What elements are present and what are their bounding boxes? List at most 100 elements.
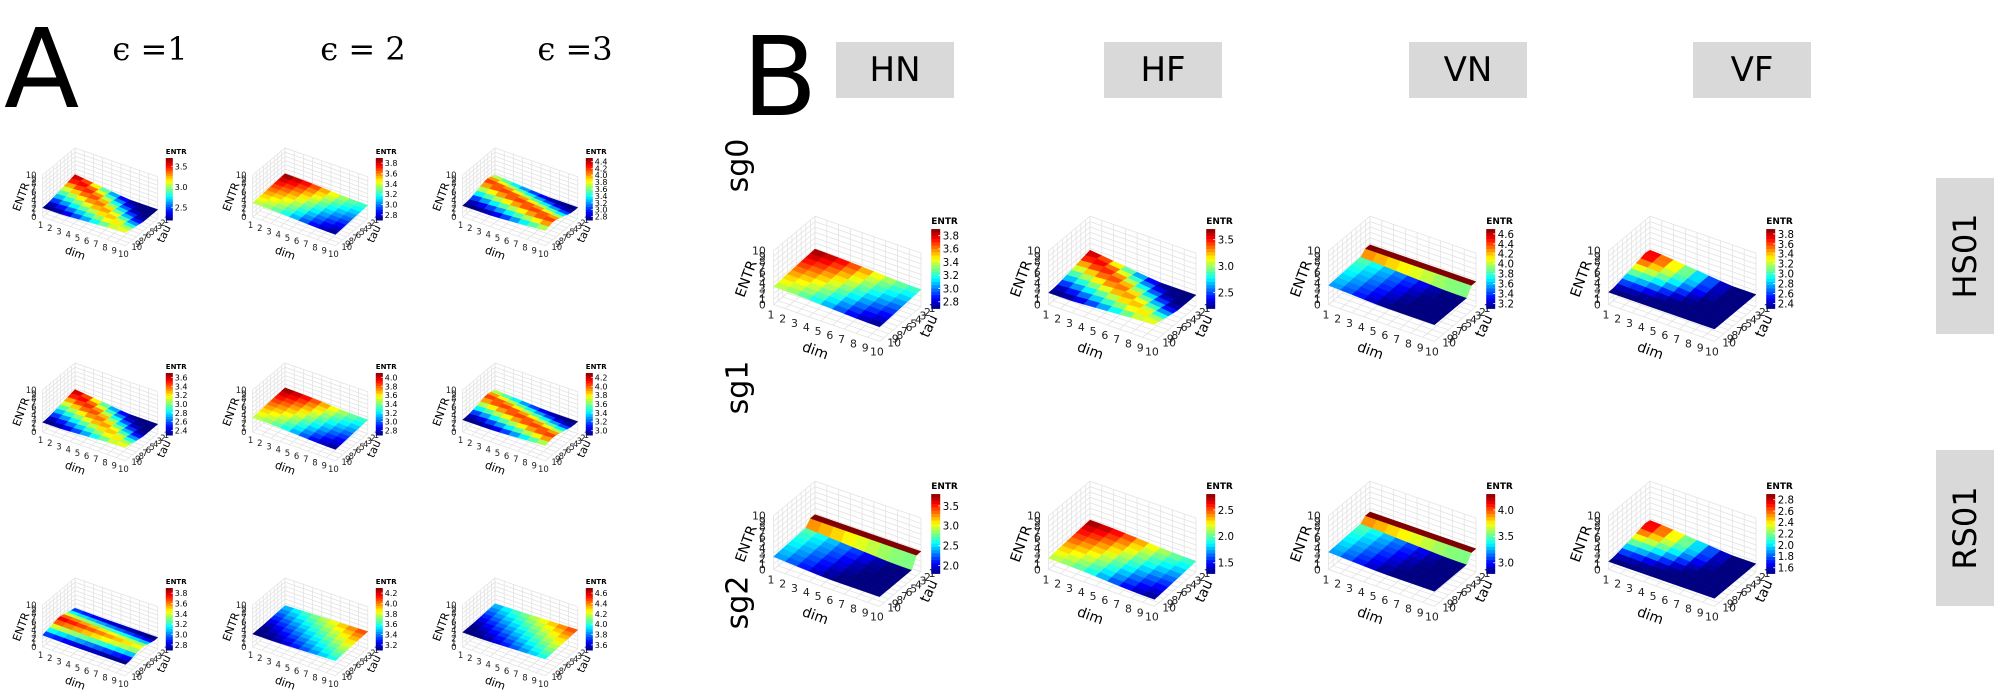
x-tick-label: 3 xyxy=(56,657,61,667)
legend-swatch xyxy=(585,644,593,648)
x-tick-label: 8 xyxy=(1685,337,1692,350)
legend-swatch xyxy=(1486,242,1496,247)
z-tick-label: 2 xyxy=(759,288,766,301)
gridline xyxy=(469,169,553,241)
legend-swatch xyxy=(1766,235,1776,240)
x-tick-label: 4 xyxy=(1638,321,1645,334)
legend-swatch xyxy=(1486,527,1496,531)
legend-title: ENTR xyxy=(376,578,397,586)
legend-swatch xyxy=(375,173,383,177)
x-tick-label: 5 xyxy=(285,234,290,244)
legend-tick-label: 2.8 xyxy=(595,213,608,222)
legend-swatch xyxy=(1486,291,1496,296)
y-tick-label: 10 xyxy=(887,602,901,615)
legend-swatch xyxy=(165,173,173,177)
legend-tick-label: 3.6 xyxy=(595,641,608,650)
legend-swatch xyxy=(165,419,173,423)
legend-swatch xyxy=(375,170,383,174)
z-tick-label: 0 xyxy=(1034,298,1041,311)
z-tick-label: 8 xyxy=(1034,255,1041,268)
legend-swatch xyxy=(585,593,593,597)
y-tick-label: 1 xyxy=(584,431,589,441)
y-tick-label: 2 xyxy=(580,219,585,229)
legend-swatch xyxy=(1766,546,1776,551)
z-tick-label: 0 xyxy=(1594,563,1601,576)
z-tick-label: 1 xyxy=(241,209,246,219)
legend-swatch xyxy=(1486,265,1496,270)
x-tick-label: 7 xyxy=(1673,598,1680,611)
legend-tick-label: 2.8 xyxy=(385,211,398,220)
y-tick-label: 4 xyxy=(1750,314,1757,327)
legend-tick-label: 2.8 xyxy=(385,427,398,436)
legend-tick-label: 2.5 xyxy=(1218,287,1234,299)
legend-swatch xyxy=(931,262,941,266)
y-tick-label: 2 xyxy=(580,434,585,444)
x-tick-label: 2 xyxy=(1334,313,1341,326)
x-axis-label: dim xyxy=(1355,339,1385,363)
legend-tick-label: 4.0 xyxy=(385,600,398,609)
legend-swatch xyxy=(1486,285,1496,290)
legend-swatch xyxy=(585,600,593,604)
legend-swatch xyxy=(1486,550,1496,555)
legend-swatch xyxy=(931,258,941,263)
legend-swatch xyxy=(165,606,173,610)
x-tick-label: 9 xyxy=(531,247,536,257)
y-tick-label: 8 xyxy=(896,594,903,607)
gridline xyxy=(262,596,347,668)
legend-swatch xyxy=(375,189,383,193)
legend-swatch xyxy=(1206,295,1216,299)
z-tick-label: 5 xyxy=(1034,272,1041,285)
z-tick-label: 0 xyxy=(759,563,766,576)
legend-swatch xyxy=(1206,530,1216,535)
z-tick-label: 5 xyxy=(241,622,246,632)
z-tick-label: 9 xyxy=(759,515,766,528)
legend-swatch xyxy=(1206,497,1216,502)
x-tick-label: 3 xyxy=(1626,317,1633,330)
legend-tick-label: 2.0 xyxy=(1778,540,1794,552)
z-tick-label: 6 xyxy=(31,188,36,198)
z-tick-label: 1 xyxy=(1034,558,1041,571)
z-tick-label: 10 xyxy=(1587,245,1601,258)
legend-swatch xyxy=(375,626,383,630)
z-tick-label: 9 xyxy=(1034,250,1041,263)
y-tick-label: 3 xyxy=(367,222,372,232)
z-tick-label: 7 xyxy=(451,399,456,409)
legend-swatch xyxy=(1206,255,1216,260)
legend-swatch xyxy=(931,566,941,571)
y-tick-label: 10 xyxy=(551,458,562,468)
legend-swatch xyxy=(931,298,941,303)
y-tick-label: 2 xyxy=(160,649,165,659)
legend-swatch xyxy=(1206,507,1216,512)
legend-swatch xyxy=(1486,543,1496,548)
x-tick-label: 1 xyxy=(458,221,463,231)
x-tick-label: 8 xyxy=(1125,337,1132,350)
legend-swatch xyxy=(165,416,173,420)
legend-swatch xyxy=(375,375,383,379)
x-tick-label: 2 xyxy=(47,224,52,234)
legend-swatch xyxy=(931,229,941,233)
legend-swatch xyxy=(585,163,593,167)
legend-swatch xyxy=(585,186,593,190)
legend-swatch xyxy=(1206,537,1216,541)
legend-swatch xyxy=(1206,301,1216,306)
legend-swatch xyxy=(375,378,383,382)
legend-swatch xyxy=(1206,291,1216,296)
gridline xyxy=(1328,250,1435,342)
legend-swatch xyxy=(931,523,941,528)
z-tick-label: 6 xyxy=(1314,531,1321,544)
y-tick-label: 9 xyxy=(555,240,560,250)
y-tick-label: 5 xyxy=(1465,582,1472,595)
x-tick-label: 10 xyxy=(328,680,339,690)
legend-swatch xyxy=(1486,500,1496,505)
y-tick-label: 8 xyxy=(1731,329,1738,342)
z-tick-label: 8 xyxy=(451,179,456,189)
legend-swatch xyxy=(1206,229,1216,233)
legend-tick-label: 3.6 xyxy=(385,170,398,179)
y-tick-label: 2 xyxy=(1199,306,1206,319)
y-tick-label: 10 xyxy=(887,337,901,350)
y-tick-label: 3 xyxy=(367,437,372,447)
y-tick-label: 7 xyxy=(1736,590,1743,603)
legend-swatch xyxy=(585,196,593,200)
